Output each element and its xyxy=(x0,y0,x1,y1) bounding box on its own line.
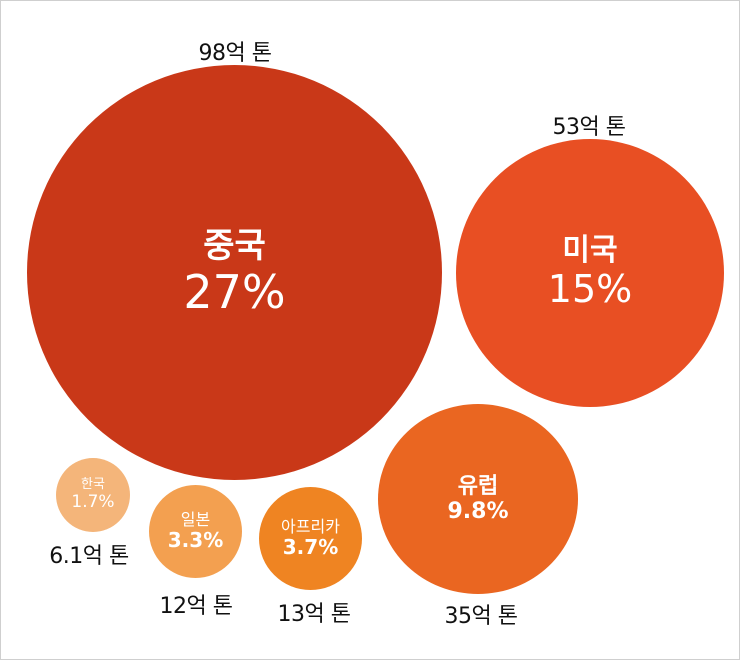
bubble-korea-pct: 1.7% xyxy=(71,491,115,512)
bubble-usa-name: 미국 xyxy=(562,232,618,268)
bubble-usa-pct: 15% xyxy=(547,267,633,312)
bubble-europe-name: 유럽 xyxy=(457,473,499,499)
amount-label-china: 98억 톤 xyxy=(198,41,272,66)
bubble-africa-pct: 3.7% xyxy=(282,535,339,560)
bubble-korea: 한국 1.7% xyxy=(56,458,130,532)
bubble-china-name: 중국 xyxy=(203,225,266,266)
bubble-africa-name: 아프리카 xyxy=(281,516,340,536)
bubble-usa: 미국 15% xyxy=(456,139,724,407)
amount-label-japan: 12억 톤 xyxy=(159,594,233,619)
bubble-japan-pct: 3.3% xyxy=(167,528,224,553)
bubble-japan: 일본 3.3% xyxy=(149,485,242,578)
bubble-china: 중국 27% xyxy=(27,65,442,480)
amount-label-usa: 53억 톤 xyxy=(552,115,626,140)
bubble-europe-pct: 9.8% xyxy=(447,499,509,524)
amount-label-korea: 6.1억 톤 xyxy=(49,544,129,569)
amount-label-europe: 35억 톤 xyxy=(444,604,518,629)
bubble-japan-name: 일본 xyxy=(180,509,211,529)
bubble-china-pct: 27% xyxy=(183,264,286,319)
bubble-europe: 유럽 9.8% xyxy=(378,404,578,594)
amount-label-africa: 13억 톤 xyxy=(277,602,351,627)
bubble-africa: 아프리카 3.7% xyxy=(259,487,362,590)
bubble-korea-name: 한국 xyxy=(81,476,105,492)
